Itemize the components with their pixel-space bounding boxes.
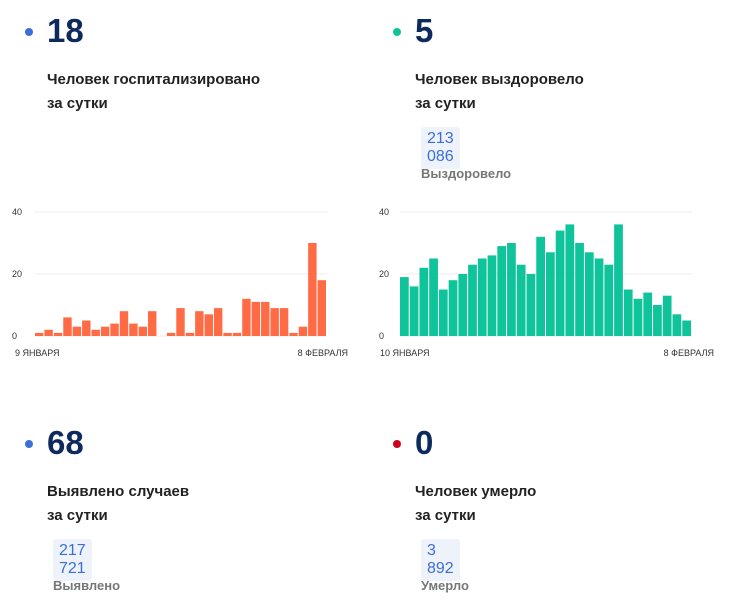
total-label: Умерло: [421, 578, 469, 593]
stat-label: Человек госпитализировано за сутки: [47, 68, 260, 116]
bar: [185, 332, 195, 336]
bar: [477, 258, 487, 336]
label-line1: Человек госпитализировано: [47, 71, 261, 88]
bar: [516, 264, 526, 336]
stat-value: 0: [415, 424, 434, 461]
bar: [555, 230, 565, 336]
stat-label: Человек выздоровело за сутки: [415, 68, 584, 116]
bar: [148, 311, 157, 336]
total-label: Выздоровело: [421, 166, 512, 181]
bar: [438, 289, 448, 336]
x-end-label: 8 ФЕВРАЛЯ: [664, 348, 714, 358]
bar: [536, 236, 545, 336]
bar: [604, 264, 614, 336]
bar: [672, 314, 682, 336]
bar: [468, 264, 477, 336]
stat-label: Выявлено случаев за сутки: [47, 480, 189, 528]
bar: [682, 320, 691, 336]
bar: [633, 298, 643, 336]
label-line2: за сутки: [47, 95, 108, 112]
bar: [213, 308, 223, 336]
bar: [176, 308, 185, 336]
bar: [623, 289, 633, 336]
bar: [242, 298, 251, 336]
stat-label: Человек умерло за сутки: [415, 480, 536, 528]
bar: [487, 255, 497, 336]
bar: [565, 224, 575, 336]
bar: [53, 332, 63, 336]
blue-dot-icon: [25, 440, 33, 448]
y-tick-label: 0: [379, 331, 384, 341]
bar: [119, 311, 129, 336]
blue-dot-icon: [25, 28, 33, 36]
bar: [129, 323, 138, 336]
bar: [223, 332, 232, 336]
bar: [298, 326, 308, 336]
bar: [289, 332, 298, 336]
bar: [63, 317, 72, 336]
bar: [204, 314, 213, 336]
bar: [110, 323, 119, 336]
total-label: Выявлено: [53, 578, 121, 593]
bar: [497, 246, 507, 336]
bar: [429, 258, 438, 336]
x-end-label: 8 ФЕВРАЛЯ: [298, 348, 348, 358]
y-tick-label: 20: [12, 269, 22, 279]
bar: [594, 258, 604, 336]
y-tick-label: 40: [379, 207, 389, 217]
x-start-label: 10 ЯНВАРЯ: [380, 348, 430, 358]
x-start-label: 9 ЯНВАРЯ: [15, 348, 60, 358]
bar: [308, 243, 317, 336]
bar: [575, 243, 584, 336]
label-line2: за сутки: [47, 507, 108, 524]
bar: [251, 301, 261, 336]
bar: [270, 308, 279, 336]
red-dot-icon: [393, 440, 401, 448]
bar: [91, 329, 100, 336]
label-line2: за сутки: [415, 507, 476, 524]
bar: [643, 292, 653, 336]
label-line2: за сутки: [415, 95, 476, 112]
bar: [653, 305, 662, 336]
bar: [100, 326, 110, 336]
bar: [584, 252, 594, 336]
bar: [195, 311, 204, 336]
bar: [546, 252, 555, 336]
bar: [138, 326, 148, 336]
total-badge: 3 892: [421, 539, 460, 581]
bar: [458, 274, 468, 336]
stat-value: 18: [47, 12, 84, 49]
stat-value: 68: [47, 424, 84, 461]
label-line1: Человек выздоровело: [415, 71, 584, 88]
y-tick-label: 20: [379, 269, 389, 279]
bar: [232, 332, 242, 336]
bar: [507, 243, 516, 336]
bar: [448, 280, 458, 336]
bar: [82, 320, 91, 336]
bar: [409, 286, 419, 336]
y-tick-label: 0: [12, 331, 17, 341]
bar: [614, 224, 623, 336]
bar: [279, 308, 289, 336]
bar: [166, 332, 176, 336]
bar: [44, 329, 53, 336]
bar: [526, 274, 536, 336]
bar: [317, 280, 326, 336]
stat-value: 5: [415, 12, 434, 49]
bar: [261, 301, 270, 336]
label-line1: Человек умерло: [415, 483, 537, 500]
bar: [662, 295, 672, 336]
bar: [35, 332, 44, 336]
green-dot-icon: [393, 28, 401, 36]
total-badge: 213 086: [421, 127, 460, 169]
y-tick-label: 40: [12, 207, 22, 217]
bar: [400, 277, 409, 336]
label-line1: Выявлено случаев: [47, 483, 190, 500]
bar: [419, 267, 429, 336]
total-badge: 217 721: [53, 539, 92, 581]
bar: [72, 326, 82, 336]
